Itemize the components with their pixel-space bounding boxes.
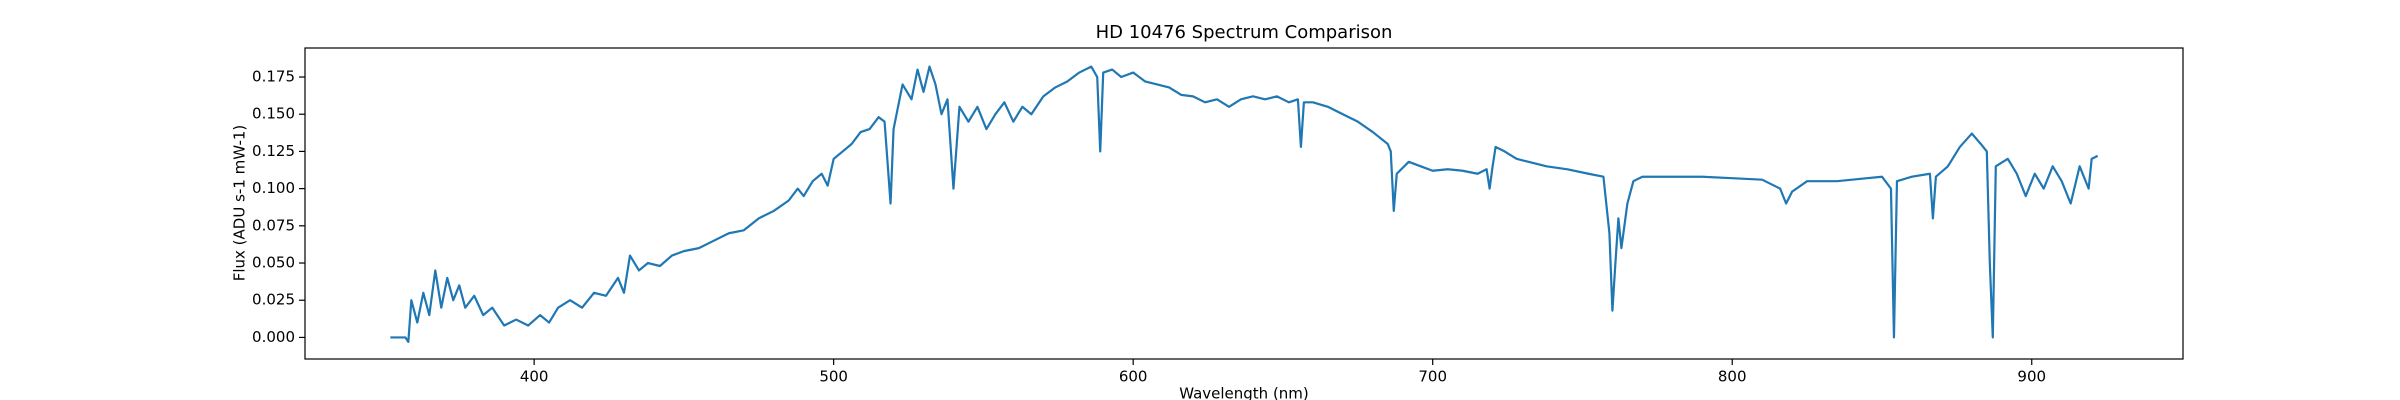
y-tick-label: 0.050 (252, 254, 295, 272)
y-axis-label: Flux (ADU s-1 mW-1) (231, 125, 249, 282)
x-tick-label: 500 (819, 368, 848, 386)
y-tick-label: 0.100 (252, 179, 295, 197)
spectrum-line (390, 65, 2099, 343)
x-tick-label: 900 (2017, 368, 2046, 386)
y-tick-label: 0.175 (252, 68, 295, 86)
y-tick-label: 0.025 (252, 291, 295, 309)
y-tick-label: 0.125 (252, 142, 295, 160)
y-tick-label: 0.150 (252, 105, 295, 123)
chart-title: HD 10476 Spectrum Comparison (1096, 22, 1393, 43)
x-tick-label: 400 (520, 368, 549, 386)
y-tick-label: 0.000 (252, 328, 295, 346)
x-tick-label: 800 (1718, 368, 1747, 386)
x-axis-label: Wavelength (nm) (1179, 385, 1309, 400)
y-tick-label: 0.075 (252, 216, 295, 234)
x-tick-label: 700 (1418, 368, 1447, 386)
x-tick-label: 600 (1119, 368, 1148, 386)
plot-frame (304, 47, 2184, 360)
